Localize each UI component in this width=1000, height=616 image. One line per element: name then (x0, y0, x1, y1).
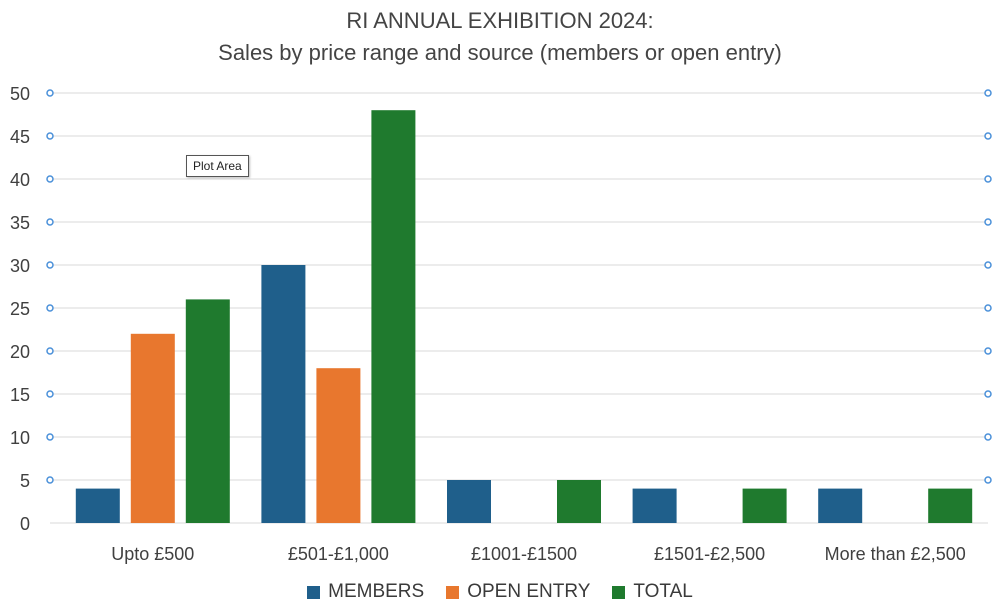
legend-label-members: MEMBERS (328, 581, 425, 602)
selection-handle (46, 132, 54, 140)
bar-total (557, 480, 601, 523)
y-tick-label: 35 (10, 213, 30, 233)
bar-open-entry (130, 333, 175, 523)
selection-handle (46, 433, 54, 441)
selection-handle (46, 175, 54, 183)
y-tick-label: 30 (10, 256, 30, 276)
x-tick-label: £1001-£1500 (471, 544, 577, 564)
bar-total (742, 488, 787, 523)
legend-item-members[interactable]: MEMBERS (307, 581, 424, 603)
y-tick-label: 40 (10, 170, 30, 190)
selection-handle (984, 347, 992, 355)
y-tick-label: 0 (20, 514, 30, 534)
bar-total (371, 110, 416, 523)
bar-total (185, 299, 230, 523)
plot-area-tooltip: Plot Area (186, 155, 249, 177)
bar-members (447, 480, 491, 523)
chart-subtitle: Sales by price range and source (members… (218, 40, 782, 65)
y-tick-label: 20 (10, 342, 30, 362)
selection-handle (46, 218, 54, 226)
selection-handle (46, 390, 54, 398)
selection-handle (984, 304, 992, 312)
bar-open-entry (316, 368, 361, 523)
selection-handle (984, 476, 992, 484)
y-tick-label: 5 (20, 471, 30, 491)
selection-handle (984, 261, 992, 269)
chart-title: RI ANNUAL EXHIBITION 2024: (346, 8, 654, 33)
y-tick-label: 25 (10, 299, 30, 319)
selection-handle (984, 433, 992, 441)
legend-item-total[interactable]: TOTAL (612, 581, 693, 603)
legend-swatch-open-entry (446, 585, 460, 599)
selection-handle (984, 175, 992, 183)
selection-handle (984, 132, 992, 140)
bar-members (632, 488, 677, 523)
legend-label-open-entry: OPEN ENTRY (467, 581, 591, 602)
selection-handle (46, 304, 54, 312)
selection-handle (984, 89, 992, 97)
selection-handle (984, 218, 992, 226)
legend-item-open-entry[interactable]: OPEN ENTRY (446, 581, 590, 603)
y-tick-label: 15 (10, 385, 30, 405)
bar-total (928, 488, 973, 523)
selection-handle (46, 89, 54, 97)
x-tick-label: Upto £500 (111, 544, 194, 564)
bar-members (75, 488, 120, 523)
y-tick-label: 10 (10, 428, 30, 448)
legend: MEMBERS OPEN ENTRY TOTAL (0, 581, 1000, 603)
bar-members (261, 265, 306, 523)
x-tick-label: £501-£1,000 (288, 544, 389, 564)
selection-handle (46, 476, 54, 484)
x-tick-label: £1501-£2,500 (654, 544, 765, 564)
y-tick-label: 50 (10, 84, 30, 104)
bar-members (818, 488, 863, 523)
x-tick-label: More than £2,500 (825, 544, 966, 564)
selection-handle (46, 347, 54, 355)
legend-swatch-members (307, 585, 321, 599)
selection-handle (46, 261, 54, 269)
legend-label-total: TOTAL (633, 581, 693, 602)
legend-swatch-total (612, 585, 626, 599)
selection-handle (984, 390, 992, 398)
y-tick-label: 45 (10, 127, 30, 147)
